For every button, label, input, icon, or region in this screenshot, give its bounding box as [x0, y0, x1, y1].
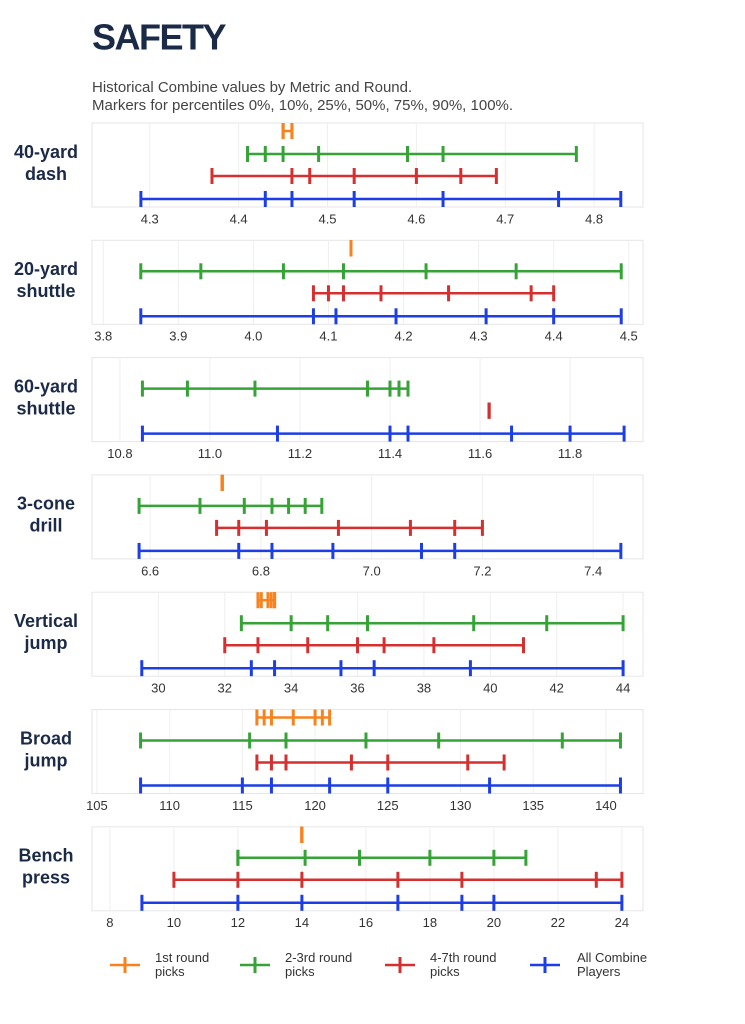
- panel-label: drill: [29, 516, 62, 536]
- panel-label: jump: [24, 750, 68, 770]
- x-tick-label: 120: [304, 798, 326, 813]
- panel-label: Broad: [20, 728, 72, 748]
- x-tick-label: 11.4: [378, 446, 402, 461]
- plot-frame: [91, 591, 644, 677]
- panel-label: 3-cone: [17, 494, 75, 514]
- subtitle: Historical Combine values by Metric and …: [92, 79, 412, 96]
- x-tick-label: 4.1: [319, 329, 337, 344]
- x-tick-label: 4.0: [244, 329, 262, 344]
- x-tick-label: 40: [483, 681, 497, 696]
- x-tick-label: 22: [551, 915, 565, 930]
- x-tick-label: 11.8: [558, 446, 582, 461]
- x-tick-label: 34: [284, 681, 298, 696]
- panel-label: press: [22, 868, 70, 888]
- panel-label: Vertical: [14, 611, 78, 631]
- plot-frame: [91, 709, 644, 794]
- x-tick-label: 11.0: [198, 446, 222, 461]
- plot-frame: [91, 826, 644, 912]
- panel-label: 40-yard: [14, 142, 78, 162]
- x-tick-label: 110: [159, 798, 180, 813]
- x-tick-label: 24: [615, 915, 629, 930]
- x-tick-label: 135: [522, 798, 544, 813]
- x-tick-label: 38: [417, 681, 431, 696]
- x-tick-label: 4.2: [394, 329, 412, 344]
- x-tick-label: 4.3: [470, 329, 488, 344]
- x-tick-label: 11.6: [468, 446, 492, 461]
- x-tick-label: 4.3: [141, 211, 159, 226]
- legend-label: 2-3rd round picks: [285, 950, 353, 979]
- x-tick-label: 4.7: [496, 211, 514, 226]
- x-tick-label: 10: [167, 915, 181, 930]
- x-tick-label: 3.8: [94, 329, 112, 344]
- x-tick-label: 6.6: [141, 563, 159, 578]
- x-tick-label: 6.8: [252, 563, 270, 578]
- title: SAFETY: [92, 17, 227, 58]
- x-tick-label: 4.4: [545, 329, 563, 344]
- panel-label: jump: [24, 633, 68, 653]
- x-tick-label: 4.5: [318, 211, 336, 226]
- panel-label: shuttle: [16, 281, 75, 301]
- x-tick-label: 42: [549, 681, 563, 696]
- x-tick-label: 36: [350, 681, 364, 696]
- x-tick-label: 140: [595, 798, 617, 813]
- panel-label: 60-yard: [14, 376, 78, 396]
- x-tick-label: 10.8: [107, 446, 132, 461]
- x-tick-label: 12: [231, 915, 245, 930]
- panel-label: dash: [25, 164, 67, 184]
- x-tick-label: 125: [377, 798, 399, 813]
- x-tick-label: 16: [359, 915, 373, 930]
- x-tick-label: 8: [106, 915, 113, 930]
- legend-label: 1st round picks: [155, 950, 210, 979]
- subtitle: Markers for percentiles 0%, 10%, 25%, 50…: [92, 97, 513, 114]
- x-tick-label: 11.2: [288, 446, 312, 461]
- x-tick-label: 20: [487, 915, 501, 930]
- x-tick-label: 4.8: [585, 211, 603, 226]
- plot-frame: [91, 474, 644, 560]
- panel-label: Bench: [18, 846, 73, 866]
- panel-label: 20-yard: [14, 259, 78, 279]
- panel-label: shuttle: [16, 398, 75, 418]
- x-tick-label: 130: [450, 798, 472, 813]
- x-tick-label: 7.4: [584, 563, 602, 578]
- x-tick-label: 7.0: [363, 563, 381, 578]
- x-tick-label: 105: [86, 798, 108, 813]
- legend-label: 4-7th round picks: [430, 950, 497, 979]
- x-tick-label: 4.4: [230, 211, 248, 226]
- x-tick-label: 4.6: [407, 211, 425, 226]
- x-tick-label: 32: [218, 681, 232, 696]
- x-tick-label: 7.2: [473, 563, 491, 578]
- x-tick-label: 14: [295, 915, 309, 930]
- legend-label: All Combine Players: [577, 950, 648, 979]
- x-tick-label: 3.9: [169, 329, 187, 344]
- x-tick-label: 30: [151, 681, 165, 696]
- x-tick-label: 4.5: [620, 329, 638, 344]
- x-tick-label: 115: [232, 798, 253, 813]
- plot-frame: [91, 122, 644, 208]
- plot-frame: [91, 239, 644, 325]
- x-tick-label: 18: [423, 915, 437, 930]
- x-tick-label: 44: [616, 681, 630, 696]
- plot-frame: [91, 357, 644, 443]
